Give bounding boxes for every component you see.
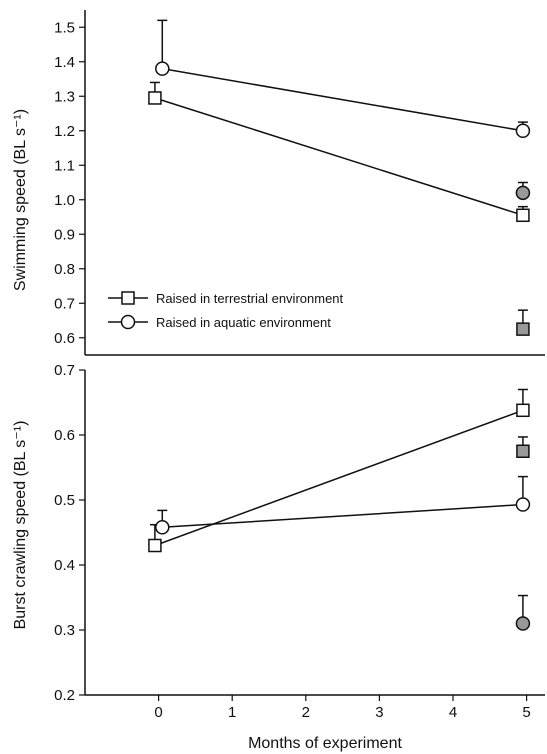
crawl-y-tick-label: 0.3 [54, 622, 75, 639]
legend-square-marker [121, 291, 135, 305]
swim-square-point [516, 208, 530, 223]
crawl-x-tick-label: 1 [228, 704, 236, 721]
crawl-y-tick-label: 0.7 [54, 362, 75, 379]
swim-y-tick-label: 1.1 [54, 157, 75, 174]
crawl-x-tick-label: 2 [302, 704, 310, 721]
swim-y-tick-label: 0.7 [54, 295, 75, 312]
legend-entry-label: Raised in terrestrial environment [156, 291, 344, 306]
swim-square-point [148, 91, 162, 105]
swim-y-tick-label: 0.6 [54, 330, 75, 347]
swim-y-tick-label: 1.2 [54, 123, 75, 140]
crawl-y-tick-label: 0.4 [54, 557, 75, 574]
crawl-y-tick-label: 0.6 [54, 427, 75, 444]
swim-y-tick-label: 1.3 [54, 88, 75, 105]
crawl-square-point [148, 538, 162, 553]
swim-circle-point [515, 123, 531, 138]
swim-circle-point [155, 61, 170, 76]
crawl-series-line [154, 409, 524, 547]
crawl-y-tick-label: 0.2 [54, 687, 75, 704]
swim-y-tick-label: 0.8 [54, 261, 75, 278]
burst-crawling-panel: 0.2 0.3 0.4 0.5 0.6 0.7 0 1 2 3 4 5 [54, 362, 545, 721]
swim-circle-point [515, 185, 531, 201]
crawl-x-tick-label: 4 [449, 704, 457, 721]
crawl-x-tick-label: 5 [522, 704, 530, 721]
crawl-series-line [162, 503, 523, 529]
swim-y-tick-label: 1.4 [54, 54, 75, 71]
crawl-y-tick-label: 0.5 [54, 492, 75, 509]
swimming-speed-panel: 0.6 0.7 0.8 0.9 1.0 1.1 1.2 1.3 1.4 1.5 Raised in … [54, 10, 545, 356]
swim-y-tick-label: 1.5 [54, 19, 75, 36]
legend-circle-marker [120, 314, 136, 330]
swim-y-tick-label: 0.9 [54, 226, 75, 243]
crawl-square-point [516, 403, 530, 418]
swim-series-line [154, 97, 524, 216]
crawl-square-point [516, 444, 530, 458]
swim-series-line [162, 67, 524, 132]
swim-y-tick-label: 1.0 [54, 192, 75, 209]
months-x-axis-label: Months of experiment [248, 735, 402, 752]
swimming-speed-y-axis-label: Swimming speed (BL s⁻¹) [12, 109, 29, 291]
legend-entry-label: Raised in aquatic environment [156, 315, 331, 330]
crawl-x-tick-label: 0 [154, 704, 162, 721]
burst-crawling-y-axis-label: Burst crawling speed (BL s⁻¹) [12, 421, 29, 630]
swim-square-point [516, 322, 530, 336]
crawl-circle-point [515, 616, 531, 631]
crawl-x-tick-label: 3 [375, 704, 383, 721]
crawl-circle-point [155, 520, 170, 535]
crawl-circle-point [515, 497, 531, 512]
